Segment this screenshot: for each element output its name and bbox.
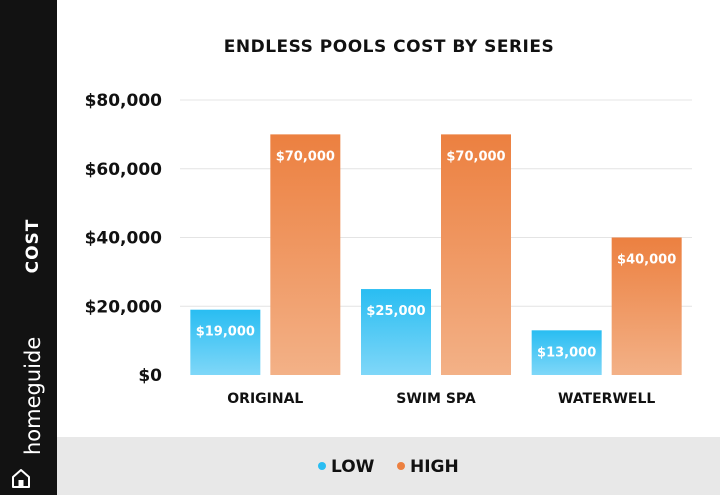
y-tick-label: $0 [138,366,162,386]
y-tick-label: $20,000 [85,297,163,317]
bars: $19,000 $70,000 $25,000 $70,000 $13,000 $40,0… [190,134,682,375]
brand-name: homeguide [21,337,45,455]
data-label: $19,000 [196,325,255,340]
y-tick-label: $60,000 [85,160,163,180]
house-icon [12,469,30,488]
legend-marker-high [397,462,405,470]
bar-low [531,330,602,375]
x-tick-label: SWIM SPA [396,391,476,407]
bar-high [270,134,341,375]
data-label: $13,000 [537,345,596,360]
y-axis-ticks: $0 $20,000 $40,000 $60,000 $80,000 [85,91,163,386]
x-axis-ticks: ORIGINAL SWIM SPA WATERWELL [227,391,655,407]
bar-high [441,134,511,375]
legend: LOW HIGH [318,457,459,477]
legend-marker-low [318,462,326,470]
legend-label-high: HIGH [410,457,459,477]
y-axis-label: COST [23,219,43,274]
legend-label-low: LOW [331,457,375,477]
brand-logo: homeguide [12,337,45,488]
x-tick-label: ORIGINAL [227,391,303,407]
y-tick-label: $80,000 [85,91,163,111]
bar-low [190,309,261,375]
y-tick-label: $40,000 [85,229,163,249]
bar-low [361,289,431,375]
data-label: $70,000 [276,149,335,164]
data-label: $25,000 [366,304,425,319]
data-label: $40,000 [617,253,676,268]
gridlines [180,99,692,307]
chart-title: ENDLESS POOLS COST BY SERIES [224,37,554,57]
data-label: $70,000 [446,149,505,164]
legend-band [57,437,720,495]
sidebar [0,0,57,495]
x-tick-label: WATERWELL [558,391,655,407]
bar-high [611,237,682,375]
